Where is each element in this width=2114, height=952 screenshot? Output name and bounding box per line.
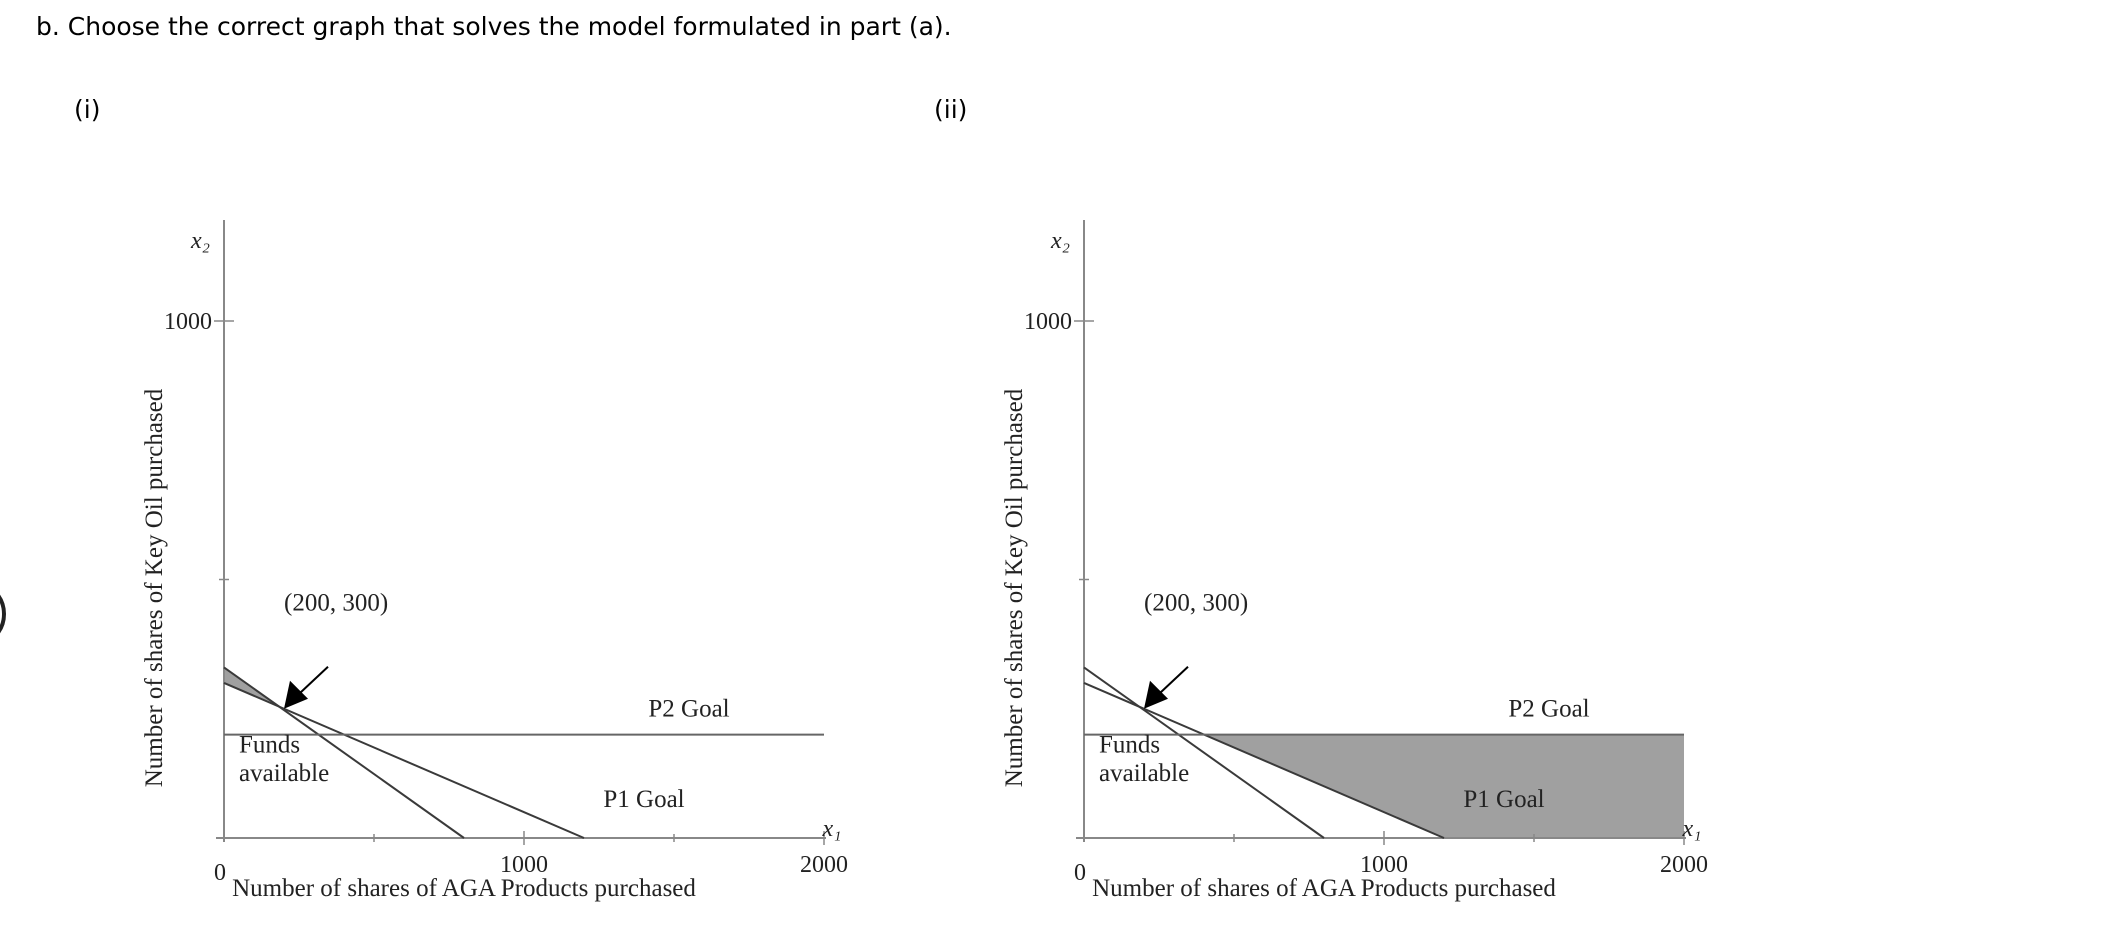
x-variable-label: x₁ bbox=[1682, 816, 1702, 842]
p2-goal-label: P2 Goal bbox=[1508, 696, 1589, 723]
p1-goal-label: P1 Goal bbox=[603, 786, 684, 813]
x-tick-label: 1000 bbox=[1360, 852, 1408, 878]
funds-label: Funds bbox=[239, 732, 300, 759]
funds-available-line bbox=[223, 666, 465, 839]
point-annotation-label: (200, 300) bbox=[284, 590, 388, 617]
point-annotation-label: (200, 300) bbox=[1144, 590, 1248, 617]
annotation-arrow-shaft bbox=[1155, 666, 1189, 698]
funds-label: Funds bbox=[1099, 732, 1160, 759]
annotation-arrow-head bbox=[1144, 680, 1168, 709]
graph-option-i[interactable]: 1000 0 1000 2000 x₂ x₁ Number of shares of AGA… bbox=[0, 0, 1000, 952]
x-tick-label: 1000 bbox=[500, 852, 548, 878]
x-tick-label: 2000 bbox=[1660, 852, 1708, 878]
shaded-solution-region bbox=[1204, 734, 1684, 838]
y-variable-label: x₂ bbox=[190, 228, 210, 254]
option-label-i: (i) bbox=[74, 95, 101, 124]
x-axis-title: Number of shares of AGA Products purchas… bbox=[232, 875, 696, 902]
option-label-ii: (ii) bbox=[934, 95, 968, 124]
y-axis-title: Number of shares of Key Oil purchased bbox=[141, 388, 168, 787]
p1-goal-label: P1 Goal bbox=[1463, 786, 1544, 813]
x-variable-label: x₁ bbox=[822, 816, 842, 842]
annotation-arrow-shaft bbox=[295, 666, 329, 698]
available-label: available bbox=[239, 760, 329, 787]
y-axis-title: Number of shares of Key Oil purchased bbox=[1001, 388, 1028, 787]
y-variable-label: x₂ bbox=[1050, 228, 1070, 254]
y-tick-label: 1000 bbox=[1024, 309, 1072, 335]
available-label: available bbox=[1099, 760, 1189, 787]
p2-goal-label: P2 Goal bbox=[648, 696, 729, 723]
x-axis-title: Number of shares of AGA Products purchas… bbox=[1092, 875, 1556, 902]
x-tick-label: 0 bbox=[214, 860, 226, 886]
x-tick-label: 0 bbox=[1074, 860, 1086, 886]
y-tick-label: 1000 bbox=[164, 309, 212, 335]
question-text: b. Choose the correct graph that solves … bbox=[36, 12, 952, 41]
x-tick-label: 2000 bbox=[800, 852, 848, 878]
annotation-arrow-head bbox=[284, 680, 308, 709]
funds-available-line bbox=[1083, 666, 1325, 839]
graph-option-ii[interactable]: 1000 0 1000 2000 x₂ x₁ Number of shares of AGA… bbox=[860, 0, 1860, 952]
